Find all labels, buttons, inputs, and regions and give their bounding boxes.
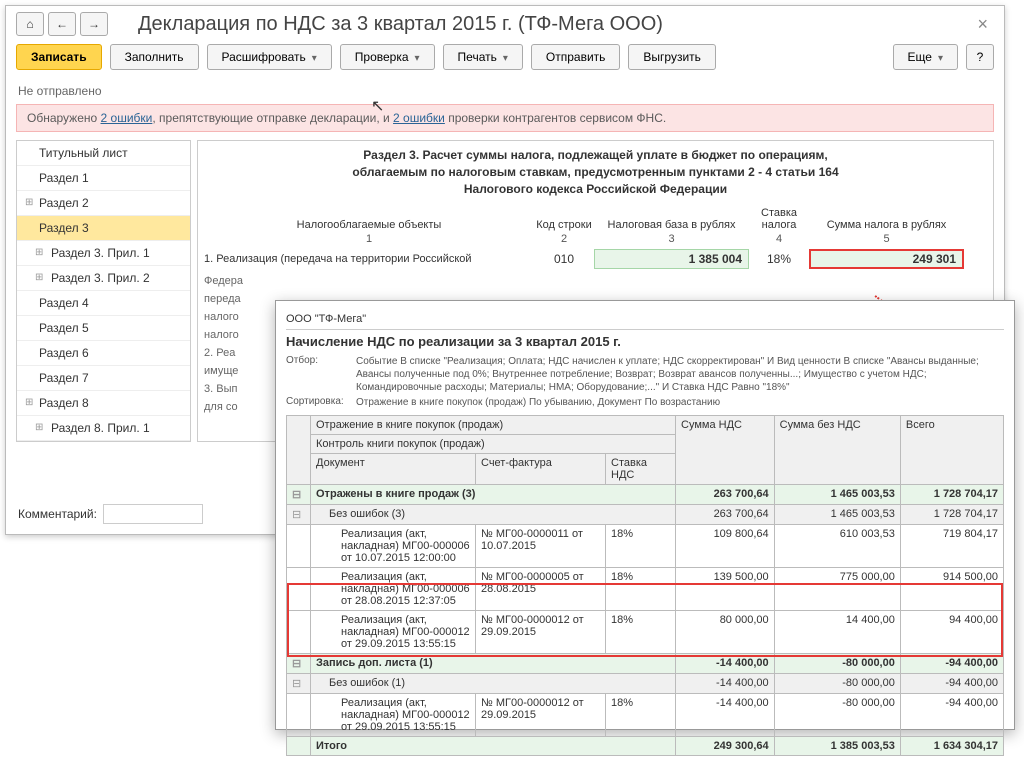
comment-input[interactable]: [103, 504, 203, 524]
sidebar-item-9[interactable]: Раздел 7: [17, 366, 190, 391]
detail-popup: ООО "ТФ-Мега" Начисление НДС по реализац…: [275, 300, 1015, 730]
sidebar-item-7[interactable]: Раздел 5: [17, 316, 190, 341]
forward-button[interactable]: →: [80, 12, 108, 36]
table-row[interactable]: Реализация (акт, накладная) МГ00-000006 …: [287, 525, 1004, 568]
status-text: Не отправлено: [6, 80, 1004, 102]
sidebar-item-1[interactable]: Раздел 1: [17, 166, 190, 191]
help-button[interactable]: ?: [966, 44, 994, 70]
check-button[interactable]: Проверка: [340, 44, 435, 70]
header-bar: ⌂ ← → Декларация по НДС за 3 квартал 201…: [6, 6, 1004, 38]
data-row: 1. Реализация (передача на территории Ро…: [204, 249, 987, 269]
popup-company: ООО "ТФ-Мега": [286, 309, 1004, 330]
back-button[interactable]: ←: [48, 12, 76, 36]
table-row[interactable]: Реализация (акт, накладная) МГ00-000012 …: [287, 611, 1004, 654]
table-row[interactable]: ⊟Без ошибок (3)263 700,641 465 003,531 7…: [287, 505, 1004, 525]
sidebar-item-4[interactable]: Раздел 3. Прил. 1: [17, 241, 190, 266]
sidebar-item-3[interactable]: Раздел 3: [17, 216, 190, 241]
send-button[interactable]: Отправить: [531, 44, 621, 70]
errors-link-1[interactable]: 2 ошибки: [101, 111, 153, 125]
toolbar: Записать Заполнить Расшифровать Проверка…: [6, 38, 1004, 80]
sidebar-item-6[interactable]: Раздел 4: [17, 291, 190, 316]
tax-amount-cell[interactable]: 249 301: [809, 249, 964, 269]
table-row[interactable]: ⊟Без ошибок (1)-14 400,00-80 000,00-94 4…: [287, 674, 1004, 694]
save-button[interactable]: Записать: [16, 44, 102, 70]
section-title: Раздел 3. Расчет суммы налога, подлежаще…: [204, 147, 987, 197]
print-button[interactable]: Печать: [443, 44, 523, 70]
table-row[interactable]: ⊟Запись доп. листа (1)-14 400,00-80 000,…: [287, 654, 1004, 674]
sidebar-item-8[interactable]: Раздел 6: [17, 341, 190, 366]
sidebar-item-11[interactable]: Раздел 8. Прил. 1: [17, 416, 190, 441]
export-button[interactable]: Выгрузить: [628, 44, 716, 70]
table-row[interactable]: Реализация (акт, накладная) МГ00-000006 …: [287, 568, 1004, 611]
home-button[interactable]: ⌂: [16, 12, 44, 36]
detail-table: Отражение в книге покупок (продаж) Сумма…: [286, 415, 1004, 756]
sidebar-item-0[interactable]: Титульный лист: [17, 141, 190, 166]
table-row[interactable]: ⊟Отражены в книге продаж (3)263 700,641 …: [287, 485, 1004, 505]
sidebar-item-5[interactable]: Раздел 3. Прил. 2: [17, 266, 190, 291]
sidebar-item-10[interactable]: Раздел 8: [17, 391, 190, 416]
table-row[interactable]: Реализация (акт, накладная) МГ00-000012 …: [287, 694, 1004, 737]
comment-row: Комментарий:: [18, 504, 203, 524]
error-bar: Обнаружено 2 ошибки, препятствующие отпр…: [16, 104, 994, 132]
fill-button[interactable]: Заполнить: [110, 44, 199, 70]
table-row[interactable]: Итого249 300,641 385 003,531 634 304,17: [287, 737, 1004, 756]
close-icon[interactable]: ×: [971, 14, 994, 35]
section-sidebar: Титульный листРаздел 1Раздел 2Раздел 3Ра…: [16, 140, 191, 442]
errors-link-2[interactable]: 2 ошибки: [393, 111, 445, 125]
more-button[interactable]: Еще: [893, 44, 958, 70]
popup-title: Начисление НДС по реализации за 3 кварта…: [286, 330, 1004, 355]
tax-base-cell[interactable]: 1 385 004: [594, 249, 749, 269]
window-title: Декларация по НДС за 3 квартал 2015 г. (…: [138, 13, 971, 36]
decrypt-button[interactable]: Расшифровать: [207, 44, 332, 70]
sidebar-item-2[interactable]: Раздел 2: [17, 191, 190, 216]
